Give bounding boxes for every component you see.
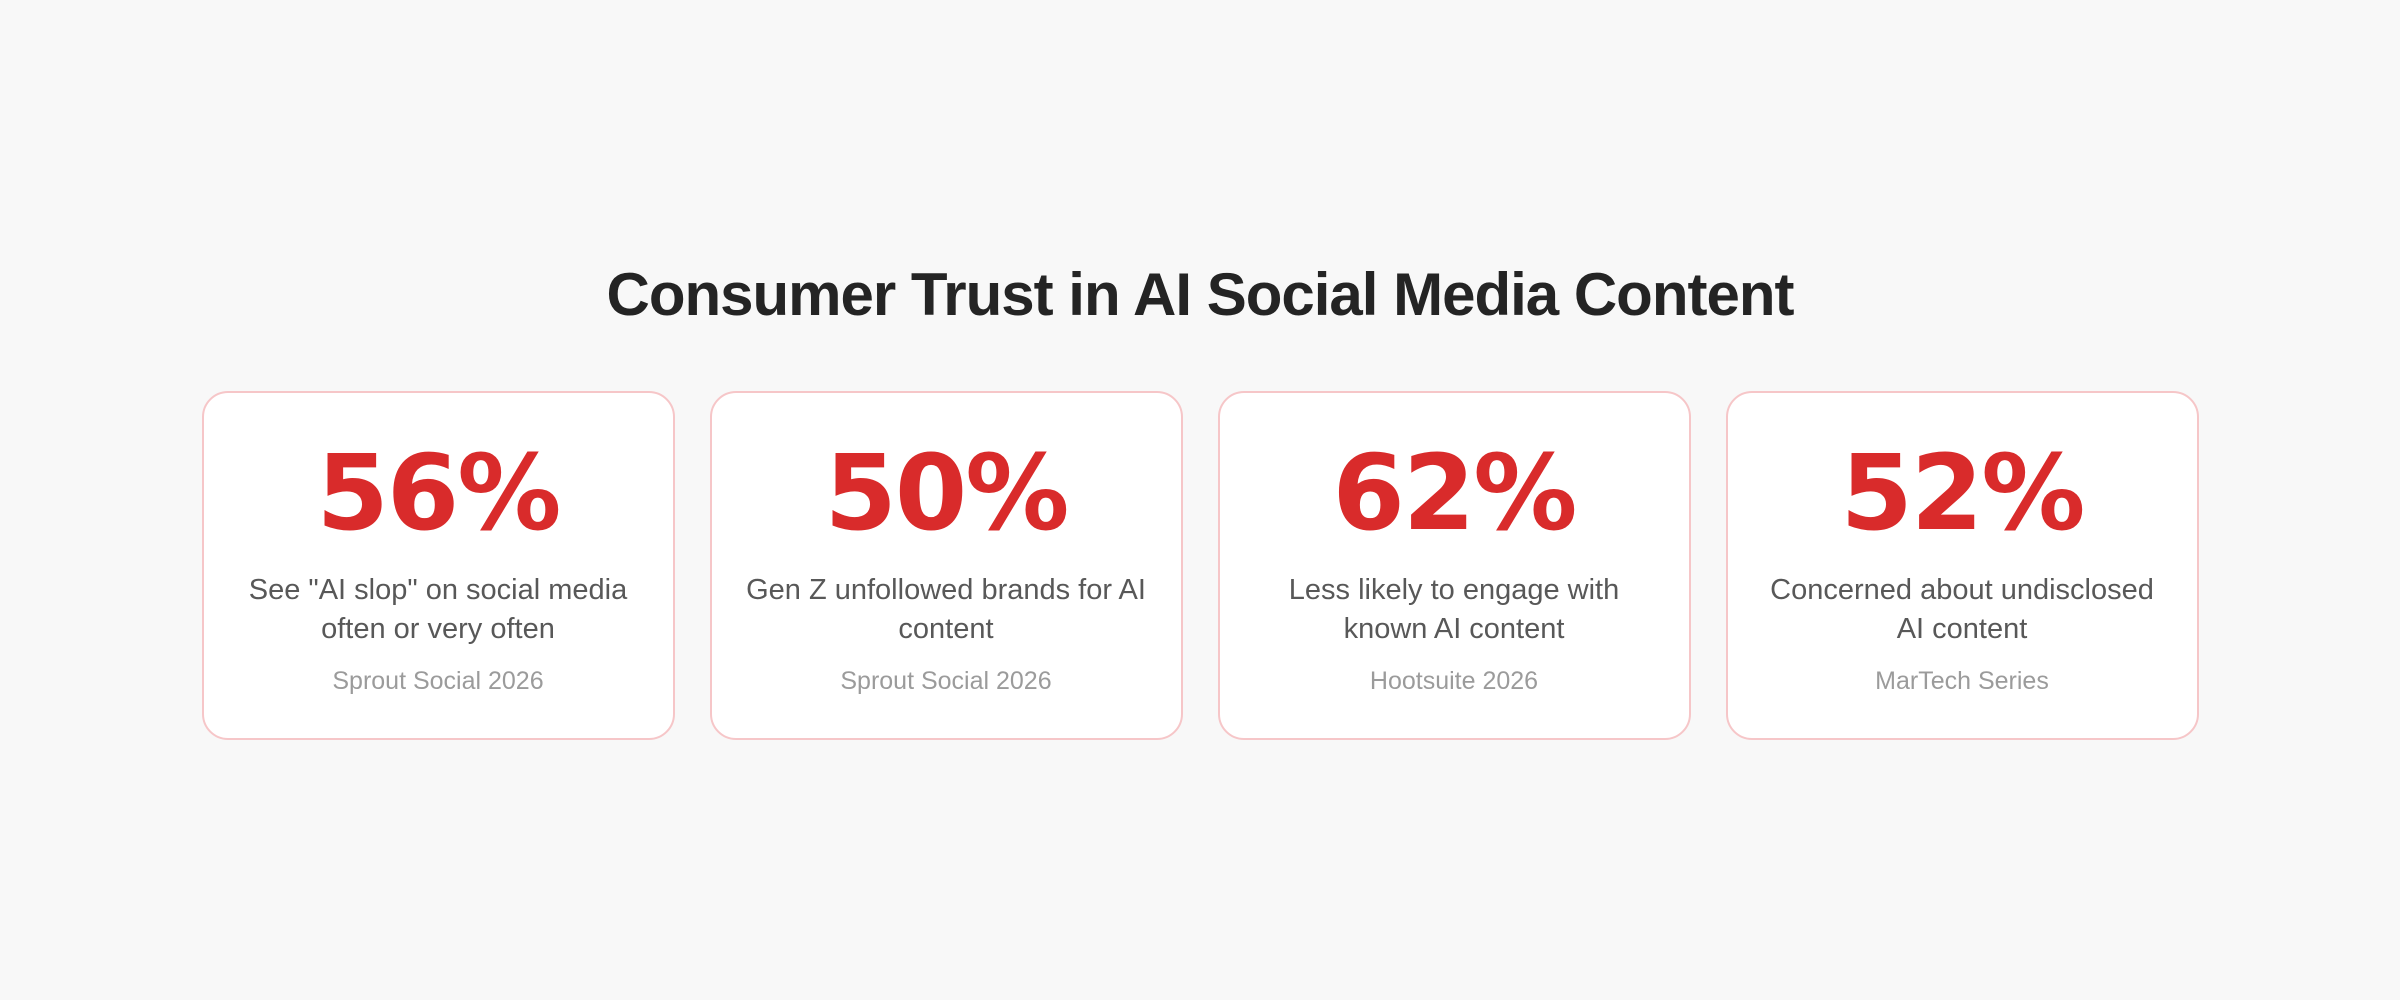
- stat-description: Less likely to engage with known AI cont…: [1288, 574, 1620, 645]
- stat-description: See "AI slop" on social media often or v…: [248, 574, 628, 645]
- stat-card: 52% Concerned about undisclosed AI conte…: [1725, 391, 2199, 740]
- stat-source: Sprout Social 2026: [840, 667, 1052, 695]
- stat-value: 50%: [824, 432, 1070, 554]
- page-title: Consumer Trust in AI Social Media Conten…: [606, 261, 1795, 328]
- stat-value: 52%: [1840, 432, 2086, 554]
- stats-row: 56% See "AI slop" on social media often …: [201, 391, 2199, 740]
- stat-description: Gen Z unfollowed brands for AI content: [746, 574, 1146, 645]
- stat-source: Sprout Social 2026: [332, 667, 544, 695]
- stat-card: 56% See "AI slop" on social media often …: [201, 391, 675, 740]
- stat-value: 62%: [1332, 432, 1578, 554]
- stat-source: Hootsuite 2026: [1369, 667, 1539, 695]
- stat-description: Concerned about undisclosed AI content: [1770, 574, 2154, 645]
- stat-value: 56%: [316, 432, 562, 554]
- stat-source: MarTech Series: [1875, 667, 2049, 695]
- stat-card: 62% Less likely to engage with known AI …: [1217, 391, 1691, 740]
- stat-card: 50% Gen Z unfollowed brands for AI conte…: [709, 391, 1183, 740]
